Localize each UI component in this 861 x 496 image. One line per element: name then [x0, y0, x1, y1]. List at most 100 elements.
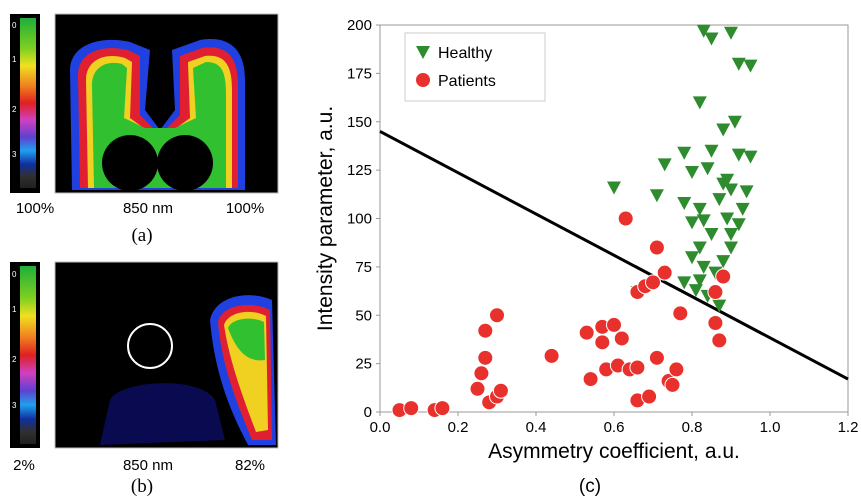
colorbar-label: 0 [12, 21, 17, 30]
point [645, 274, 661, 291]
colorbar-label: 0 [12, 270, 17, 279]
point [704, 32, 719, 46]
colorbar-label: 1 [12, 305, 17, 314]
colorbar-label: 1 [12, 55, 17, 64]
colorbar-label: 3 [12, 401, 17, 410]
y-tick-label: 125 [347, 162, 372, 179]
point [607, 181, 621, 195]
point [668, 361, 685, 378]
colorbar-label: 3 [12, 150, 17, 159]
caption: (c) [579, 476, 601, 496]
point [716, 177, 731, 191]
x-tick-label: 0.2 [448, 419, 469, 436]
scale-left: 100% [16, 200, 54, 217]
legend-label: Patients [438, 73, 496, 90]
point [594, 334, 611, 351]
x-tick-label: 1.2 [838, 419, 859, 436]
y-tick-label: 50 [355, 307, 372, 324]
point [716, 123, 731, 137]
point [716, 255, 731, 269]
point [720, 212, 735, 226]
x-tick-label: 0.0 [370, 419, 391, 436]
point [692, 274, 707, 288]
x-tick-label: 1.0 [760, 419, 781, 436]
mask [157, 135, 213, 191]
point [672, 305, 689, 322]
point [617, 210, 634, 227]
colorbar-label: 2 [12, 355, 17, 364]
point [724, 241, 738, 255]
blob [228, 318, 265, 361]
colorbar [20, 266, 36, 444]
point [696, 214, 711, 228]
point [712, 299, 727, 313]
point [649, 189, 664, 203]
point [696, 260, 711, 274]
mask [102, 135, 158, 191]
y-tick-label: 150 [347, 114, 372, 131]
point [724, 183, 738, 197]
y-tick-label: 25 [355, 356, 372, 373]
point [685, 166, 699, 180]
caption: (b) [131, 476, 153, 496]
point [434, 400, 451, 417]
point [704, 144, 719, 158]
scale-right: 82% [235, 457, 265, 474]
point [735, 202, 750, 216]
colorbar [20, 18, 36, 188]
point [724, 26, 738, 40]
y-tick-label: 200 [347, 17, 372, 34]
point [685, 216, 699, 230]
point [664, 376, 681, 393]
scale-right: 100% [226, 200, 264, 217]
y-tick-label: 75 [355, 259, 372, 276]
point [657, 158, 672, 172]
point [578, 324, 595, 341]
point [692, 96, 707, 110]
point [403, 400, 420, 417]
point [688, 284, 703, 298]
point [743, 59, 758, 73]
panel-b: 0 1 2 3 2% 850 nm 82% (b) [10, 261, 279, 496]
y-tick-label: 0 [364, 404, 372, 421]
point [677, 197, 692, 211]
caption: (a) [131, 225, 152, 246]
point [543, 347, 560, 364]
point [677, 146, 692, 160]
point [648, 239, 665, 256]
point [677, 276, 692, 290]
y-tick-label: 175 [347, 65, 372, 82]
point [707, 314, 724, 331]
point [711, 332, 728, 349]
legend [404, 32, 546, 102]
point [473, 365, 490, 382]
y-axis-label: Intensity parameter, a.u. [314, 106, 337, 331]
point [731, 148, 746, 162]
point [469, 380, 486, 397]
point [715, 268, 732, 285]
point [613, 330, 630, 347]
chart: (c) 0 25 50 75 100 125 150 175 200 0.0 0.2 0.4 0.6 0.… [314, 17, 858, 496]
point [656, 264, 673, 281]
wavelength: 850 nm [123, 200, 173, 217]
scale-left: 2% [13, 457, 35, 474]
point [731, 218, 746, 232]
point [692, 241, 707, 255]
point [606, 316, 622, 333]
roi-circle [127, 323, 173, 369]
point [704, 227, 719, 241]
legend-marker [415, 72, 431, 88]
point [743, 150, 758, 164]
x-tick-label: 0.4 [526, 419, 547, 436]
point [685, 251, 699, 265]
point [727, 115, 742, 129]
point [492, 382, 509, 399]
panel-a: 0 1 2 3 100% 850 nm 100% (a) [10, 13, 279, 246]
point [477, 322, 494, 339]
point [582, 371, 599, 388]
colorbar-label: 2 [12, 105, 17, 114]
legend-marker [416, 46, 430, 59]
point [692, 202, 707, 216]
